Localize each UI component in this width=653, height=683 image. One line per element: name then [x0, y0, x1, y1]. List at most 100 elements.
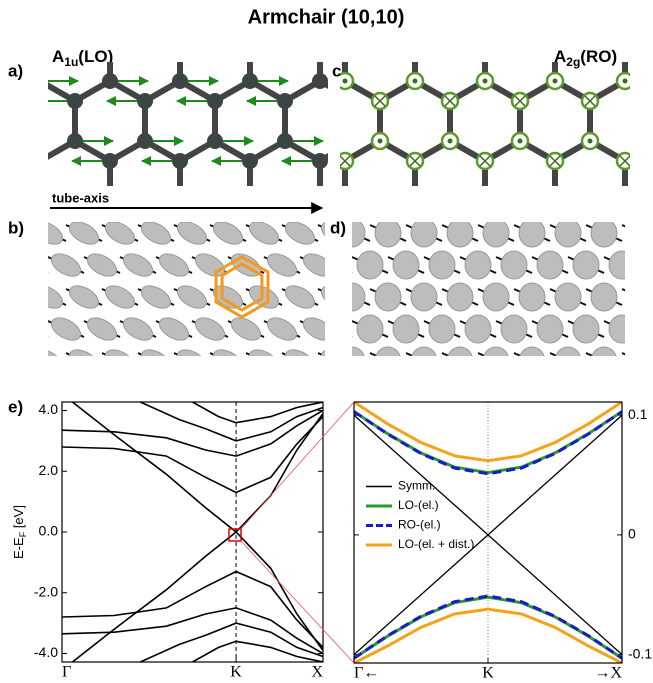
x-tick-label: K [482, 665, 494, 682]
band-line [71, 402, 323, 651]
density-lobe [572, 314, 600, 344]
atom [0, 93, 13, 109]
atom-cross [305, 96, 315, 106]
density-lobe [284, 349, 316, 356]
density-lobe [12, 313, 49, 345]
bond [5, 141, 40, 161]
atom-dot [377, 138, 383, 144]
density-lobe [68, 222, 100, 245]
atom [32, 153, 48, 169]
mode-sub: 1u [64, 55, 78, 69]
atom [0, 133, 13, 149]
band-line [62, 416, 323, 494]
density-lobe [590, 282, 618, 312]
atom [312, 73, 328, 89]
atom-cross [340, 155, 351, 167]
density-lobe [320, 285, 325, 309]
atom-cross [270, 156, 280, 166]
density-lobe [374, 222, 402, 248]
bond [621, 288, 625, 292]
y-tick-label: 2.0 [39, 462, 59, 478]
band-line [354, 402, 622, 663]
density-lobe [140, 349, 172, 356]
atom-dot [412, 78, 418, 84]
mode-label: A1u(LO) [52, 47, 113, 69]
bond [0, 141, 5, 161]
y-tick-label: 0 [628, 526, 636, 542]
panel-d [303, 222, 653, 375]
density-lobe [48, 222, 64, 245]
atom [207, 93, 223, 109]
density-lobe [158, 253, 190, 277]
density-lobe [104, 222, 136, 245]
x-tick-label: K [230, 664, 242, 681]
density-lobe [627, 283, 653, 311]
atom [207, 133, 223, 149]
density-lobe [48, 285, 64, 309]
band-line [354, 410, 622, 660]
density-lobe [284, 222, 316, 245]
plot-area [354, 402, 622, 663]
band-line [62, 409, 323, 457]
atom [67, 133, 83, 149]
density-lobe [500, 314, 528, 344]
density-lobe [302, 253, 325, 277]
mode-label: A2g(RO) [554, 47, 617, 69]
atom-cross [549, 155, 561, 167]
hexagon-highlight [214, 255, 270, 319]
atom-cross [270, 156, 280, 166]
density-lobe [176, 222, 208, 245]
zoom-line [240, 540, 355, 664]
density-lobe [0, 345, 30, 377]
y-axis-label: E-EF [eV] [11, 505, 28, 559]
atom [312, 153, 328, 169]
density-lobe [12, 249, 49, 281]
density-lobe [303, 347, 329, 375]
density-lobe [0, 281, 30, 313]
y-tick-label: -4.0 [34, 644, 58, 660]
density-lobe [572, 250, 600, 280]
atom [172, 73, 188, 89]
density-lobe [68, 285, 100, 309]
density-lobe [411, 346, 437, 356]
band-line [354, 414, 622, 656]
x-tick-label: →X [594, 665, 622, 682]
legend-label: LO-(el.) [398, 498, 439, 512]
density-lobe [519, 346, 545, 356]
density-lobe [284, 285, 316, 309]
bond [0, 289, 30, 305]
atom-cross [235, 96, 245, 106]
bond [621, 352, 625, 356]
density-lobe [50, 317, 82, 341]
panel-f: 0.1 0 -0.1 Γ← K →X Symm. LO-(el.) RO-(el.) LO-(el… [353, 401, 652, 682]
panel-b [0, 222, 325, 377]
density-lobe [464, 314, 492, 344]
band-line [71, 413, 323, 662]
density-lobe [518, 282, 546, 312]
density-lobe [104, 285, 136, 309]
atom-cross [479, 155, 491, 167]
density-lobe [554, 282, 582, 312]
density-lobe [483, 346, 509, 356]
density-lobe [446, 282, 474, 312]
bond [0, 81, 5, 101]
density-lobe [194, 317, 226, 341]
atom-cross [305, 96, 315, 106]
axes-frame [61, 401, 324, 663]
density-lobe [464, 250, 492, 280]
density-lobe [140, 285, 172, 309]
density-lobe [320, 222, 325, 245]
atom-dot [447, 138, 453, 144]
plot-area [62, 402, 323, 662]
atom-dot [622, 78, 628, 84]
axis-label: tube-axis [52, 190, 109, 205]
density-lobe [410, 282, 438, 312]
bond [640, 257, 653, 273]
density-lobe [590, 222, 618, 248]
bond [48, 335, 49, 337]
density-lobe [375, 346, 401, 356]
atom-cross [409, 155, 421, 167]
y-tick-label: 4.0 [39, 401, 59, 417]
mode-rest: (RO) [580, 47, 617, 66]
